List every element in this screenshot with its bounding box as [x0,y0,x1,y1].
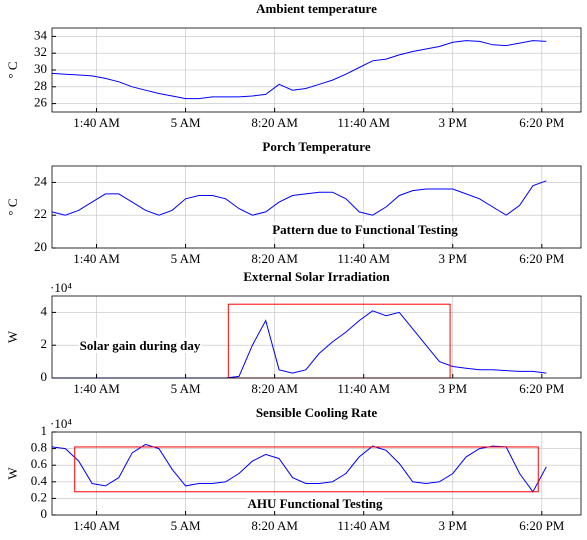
annotation-bg [246,495,385,511]
y-axis-label: W [5,467,20,480]
chart-title: Porch Temperature [262,139,370,154]
x-tick-label: 5 AM [171,115,201,130]
y-multiplier: ·10⁴ [50,416,72,431]
y-tick-label: 30 [34,61,47,76]
chart-title: Sensible Cooling Rate [256,405,378,420]
y-tick-label: 32 [34,44,47,59]
x-tick-label: 8:20 AM [251,518,298,533]
x-tick-label: 6:20 PM [519,115,565,130]
x-tick-label: 1:40 AM [73,518,120,533]
y-tick-label: 0.8 [31,440,47,455]
annotation: Pattern due to Functional Testing [272,222,458,237]
x-tick-label: 6:20 PM [519,251,565,266]
y-tick-label: 28 [34,78,47,93]
line [51,180,547,216]
y-multiplier: ·10⁴ [50,280,72,295]
y-tick-label: 0 [41,369,48,384]
line [51,40,547,100]
annotation-bg [271,221,460,237]
annotation: Solar gain during day [80,338,201,353]
plot-frame [51,27,582,113]
plot-frame [51,165,582,249]
plot-frame [51,431,582,516]
y-tick-label: 34 [34,27,48,42]
x-tick-label: 6:20 PM [519,381,565,396]
x-tick-label: 8:20 AM [251,381,298,396]
x-tick-label: 1:40 AM [73,381,120,396]
y-tick-label: 0.6 [31,456,48,471]
x-tick-label: 3 PM [438,381,467,396]
y-axis-label: W [5,330,20,343]
chart-title: Ambient temperature [256,1,377,16]
x-tick-label: 11:40 AM [337,115,390,130]
y-axis-label: ° C [5,61,20,78]
y-tick-label: 22 [34,206,47,221]
x-tick-label: 3 PM [438,115,467,130]
x-tick-label: 5 AM [171,381,201,396]
y-tick-label: 20 [34,239,47,254]
plot-frame [51,295,582,379]
x-tick-label: 3 PM [438,251,467,266]
y-tick-label: 2 [41,336,48,351]
x-tick-label: 11:40 AM [337,518,390,533]
y-tick-label: 4 [41,303,48,318]
y-tick-label: 0.4 [31,473,48,488]
highlight-box [227,303,451,379]
highlight-box [74,446,539,493]
y-tick-label: 26 [34,95,48,110]
x-tick-label: 1:40 AM [73,251,120,266]
x-tick-label: 5 AM [171,251,201,266]
x-tick-label: 5 AM [171,518,201,533]
x-tick-label: 6:20 PM [519,518,565,533]
x-tick-label: 11:40 AM [337,251,390,266]
line [51,443,547,493]
annotation: AHU Functional Testing [247,496,383,511]
annotation-bg [78,337,202,353]
chart-title: External Solar Irradiation [243,269,390,284]
x-tick-label: 11:40 AM [337,381,390,396]
x-tick-label: 8:20 AM [251,251,298,266]
y-tick-label: 1 [41,423,48,438]
y-tick-label: 24 [34,173,48,188]
y-tick-label: 0 [41,506,48,521]
x-tick-label: 1:40 AM [73,115,120,130]
y-axis-label: ° C [5,198,20,215]
y-tick-label: 0.2 [31,489,47,504]
x-tick-label: 3 PM [438,518,467,533]
x-tick-label: 8:20 AM [251,115,298,130]
